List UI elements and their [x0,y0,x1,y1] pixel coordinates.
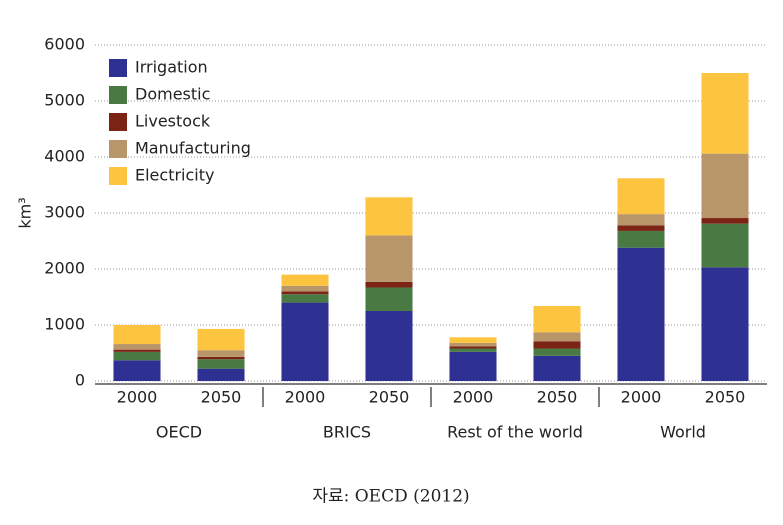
bar-segment [281,274,329,286]
bar-segment [449,346,497,349]
bar-segment [113,344,161,350]
bar-segment [281,302,329,381]
bar-segment [533,305,581,333]
y-axis-label: km³ [16,197,35,228]
legend-label: Domestic [135,85,210,104]
bar-segment [281,291,329,295]
bar-segment [197,368,245,381]
bar-segment [617,230,665,248]
legend-label: Livestock [135,112,211,131]
bar-segment [197,328,245,351]
bar-segment [449,351,497,381]
bar-segment [197,359,245,369]
legend-swatch [109,167,127,185]
bar-segment [617,225,665,231]
bar-segment [701,153,749,219]
x-tick-label: 2050 [369,388,410,407]
bar-segment [701,267,749,381]
group-label: Rest of the world [447,423,583,442]
bar-segment [365,235,413,282]
legend-swatch [109,59,127,77]
x-tick-label: 2050 [537,388,578,407]
y-tick-label: 1000 [44,315,85,334]
x-tick-label: 2050 [705,388,746,407]
group-label: World [660,423,706,442]
legend-label: Electricity [135,166,214,185]
y-tick-label: 5000 [44,91,85,110]
y-tick-label: 4000 [44,147,85,166]
group-label: BRICS [323,423,371,442]
bar-segment [701,223,749,268]
legend-swatch [109,140,127,158]
bar-segment [281,294,329,303]
y-tick-label: 6000 [44,35,85,54]
legend-swatch [109,113,127,131]
bar-segment [617,178,665,215]
bar-segment [113,351,161,361]
bar-segment [617,214,665,226]
x-tick-label: 2000 [453,388,494,407]
bar-segment [701,218,749,224]
bar-segment [533,348,581,356]
x-tick-label: 2000 [285,388,326,407]
bar-segment [197,350,245,357]
bar-segment [365,311,413,381]
group-label: OECD [156,423,202,442]
y-tick-label: 2000 [44,259,85,278]
bar-segment [365,287,413,311]
x-tick-label: 2000 [621,388,662,407]
source-note: 자료: OECD (2012) [312,487,469,507]
bar-segment [197,356,245,360]
legend-swatch [109,86,127,104]
x-tick-label: 2000 [117,388,158,407]
legend-label: Irrigation [135,58,208,77]
bar-segment [365,197,413,236]
legend-label: Manufacturing [135,139,251,158]
bar-segment [533,332,581,342]
bar-segment [113,325,161,345]
bar-segment [449,348,497,352]
bar-segment [449,342,497,347]
bar-segment [365,281,413,288]
bar-segment [617,247,665,381]
y-tick-label: 3000 [44,203,85,222]
bar-segment [701,73,749,154]
x-tick-label: 2050 [201,388,242,407]
bar-segment [113,360,161,381]
bar-segment [449,337,497,343]
bar-segment [281,285,329,292]
bar-segment [533,341,581,349]
y-tick-label: 0 [75,371,85,390]
bar-segment [533,355,581,381]
bar-segment [113,349,161,352]
